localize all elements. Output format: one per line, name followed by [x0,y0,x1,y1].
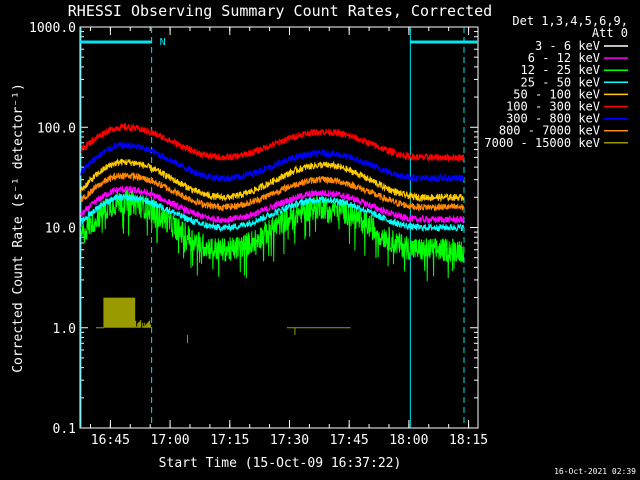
legend-entry-label: 12 - 25 keV [521,63,600,77]
x-tick-label: 17:30 [270,433,309,448]
legend-entry-label: 100 - 300 keV [506,100,600,114]
timestamp: 16-Oct-2021 02:39 [554,467,636,476]
plot-area: 0.1 1.0 10.0 100.0 1000.0 16:45 17:00 17:15 17:3… [29,21,488,448]
x-tick-label: 17:15 [210,433,249,448]
legend-entry-label: 300 - 800 keV [506,112,600,126]
x-tick-label: 17:45 [330,433,369,448]
series-line-7 [80,171,465,213]
legend-header-line2: Att 0 [592,26,628,40]
y-tick-label: 0.1 [53,422,76,437]
series-line-2 [80,190,465,282]
y-tick-label: 1000.0 [29,21,76,36]
series-line-3 [80,193,464,233]
legend-entry-label: 800 - 7000 keV [499,124,600,138]
legend-entry-label: 50 - 100 keV [513,87,600,101]
series-line-6 [80,141,465,183]
series-line-4 [80,158,465,203]
x-axis-label: Start Time (15-Oct-09 16:37:22) [159,456,402,471]
legend-entry-label: 7000 - 15000 keV [484,136,600,150]
legend-entry-label: 3 - 6 keV [535,39,600,53]
chart-title: RHESSI Observing Summary Count Rates, Co… [68,2,492,20]
series-line-1 [80,184,465,225]
y-tick-label: 10.0 [45,222,76,237]
legend-entry-label: 25 - 50 keV [521,75,600,89]
y-axis-label: Corrected Count Rate (s⁻¹ detector⁻¹) [11,83,26,373]
series-line-5 [80,122,465,163]
y-tick-label: 100.0 [37,121,76,136]
series-line-8 [95,297,351,344]
x-tick-label: 16:45 [91,433,130,448]
night-marker-label: N [160,37,166,48]
legend-entry-label: 6 - 12 keV [528,51,600,65]
y-tick-label: 1.0 [53,322,76,337]
x-tick-label: 18:00 [389,433,428,448]
x-tick-label: 18:15 [449,433,488,448]
legend-header-line1: Det 1,3,4,5,6,9, [512,14,628,28]
x-tick-label: 17:00 [151,433,190,448]
